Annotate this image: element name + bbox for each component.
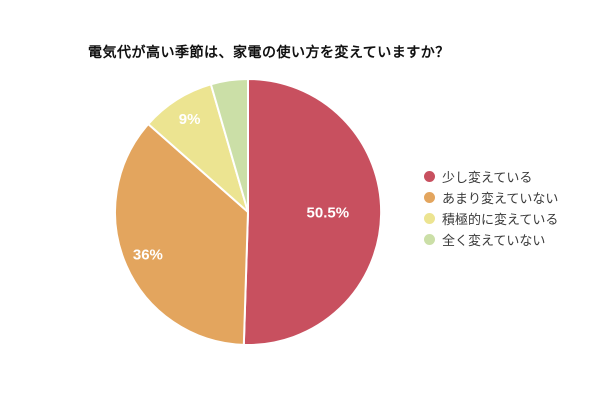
pie-slices-group: [114, 78, 383, 346]
chart-title: 電気代が高い季節は、家電の使い方を変えていますか？: [88, 44, 450, 60]
slice-value-label-2: 9%: [179, 111, 201, 128]
slice-value-label-1: 36%: [133, 246, 163, 263]
pie-slice-3: [209, 78, 249, 213]
pie-slice-1: [114, 123, 249, 346]
legend-marker-icon: [424, 213, 435, 224]
legend-item-2: 積極的に変えている: [424, 208, 558, 229]
legend-item-1: あまり変えていない: [424, 187, 558, 208]
legend-item-0: 少し変えている: [424, 166, 558, 187]
legend-item-label: 全く変えていない: [442, 233, 546, 248]
legend-item-label: 積極的に変えている: [442, 212, 559, 227]
pie-labels-group: 50.5% 36% 9%: [133, 111, 349, 263]
legend-item-3: 全く変えていない: [424, 229, 558, 250]
legend-item-label: あまり変えていない: [442, 191, 559, 206]
legend-marker-icon: [424, 192, 435, 203]
pie-slice-0: [242, 78, 383, 346]
legend-marker-icon: [424, 234, 435, 245]
legend-item-label: 少し変えている: [442, 170, 533, 185]
legend-marker-icon: [424, 171, 435, 182]
legend: 少し変えているあまり変えていない 積極的に変えている 全く変えていない: [424, 166, 558, 250]
slice-value-label-0: 50.5%: [307, 204, 350, 221]
